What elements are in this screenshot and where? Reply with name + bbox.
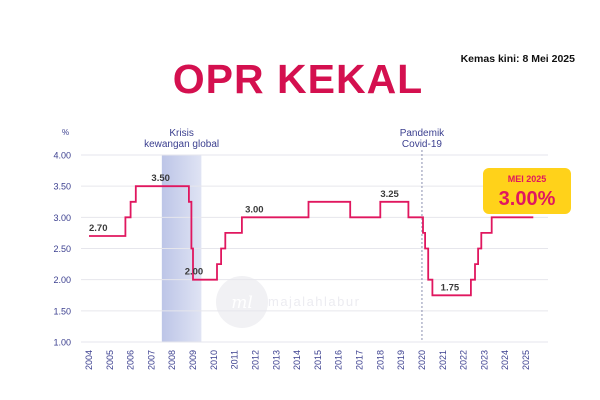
data-label: 3.25: [380, 189, 399, 200]
y-unit-label: %: [62, 128, 69, 137]
x-tick-label: 2004: [84, 350, 94, 370]
x-tick-label: 2022: [459, 350, 469, 370]
y-tick-label: 1.00: [53, 338, 71, 348]
x-tick-label: 2015: [313, 350, 323, 370]
y-tick-label: 3.00: [53, 213, 71, 223]
x-tick-label: 2006: [126, 350, 136, 370]
x-tick-label: 2023: [479, 350, 489, 370]
y-tick-label: 3.50: [53, 182, 71, 192]
x-tick-label: 2018: [375, 350, 385, 370]
svg-text:ml: ml: [231, 293, 253, 313]
badge-label: MEI 2025: [508, 174, 547, 184]
page-title: OPR KEKAL: [173, 56, 423, 102]
crisis-label: Krisis: [169, 128, 193, 139]
badge-background: [483, 168, 571, 214]
x-tick-label: 2019: [396, 350, 406, 370]
x-tick-label: 2008: [167, 350, 177, 370]
x-tick-label: 2021: [438, 350, 448, 370]
x-tick-label: 2012: [250, 350, 260, 370]
y-tick-label: 2.00: [53, 275, 71, 285]
pandemic-label: Pandemik: [400, 128, 445, 139]
updated-date: Kemas kini: 8 Mei 2025: [461, 53, 576, 65]
watermark-text: majalahlabur: [268, 294, 360, 309]
pandemic-label: Covid-19: [402, 139, 442, 150]
watermark: ml majalahlabur: [216, 276, 360, 328]
data-label: 2.00: [185, 267, 204, 278]
x-tick-label: 2013: [271, 350, 281, 370]
x-tick-label: 2016: [334, 350, 344, 370]
crisis-label: kewangan global: [144, 139, 219, 150]
data-label: 2.70: [89, 223, 108, 234]
x-tick-label: 2014: [292, 350, 302, 370]
data-label: 1.75: [441, 282, 460, 293]
x-tick-label: 2007: [146, 350, 156, 370]
data-label: 3.00: [245, 204, 263, 215]
opr-series-line: [89, 185, 534, 297]
y-tick-label: 4.00: [53, 151, 71, 161]
x-tick-label: 2010: [209, 350, 219, 370]
x-tick-label: 2005: [105, 350, 115, 370]
data-label: 3.50: [151, 173, 170, 184]
x-tick-label: 2020: [417, 350, 427, 370]
x-tick-label: 2017: [355, 350, 365, 370]
x-tick-label: 2024: [500, 350, 510, 370]
x-tick-label: 2011: [230, 350, 240, 369]
y-tick-label: 2.50: [53, 244, 71, 254]
badge-value: 3.00%: [499, 188, 556, 210]
x-tick-label: 2025: [521, 350, 531, 370]
latest-rate-badge: MEI 2025 3.00%: [483, 168, 571, 214]
y-tick-label: 1.50: [53, 306, 71, 316]
x-tick-label: 2009: [188, 350, 198, 370]
watermark-logo-icon: [216, 276, 268, 328]
